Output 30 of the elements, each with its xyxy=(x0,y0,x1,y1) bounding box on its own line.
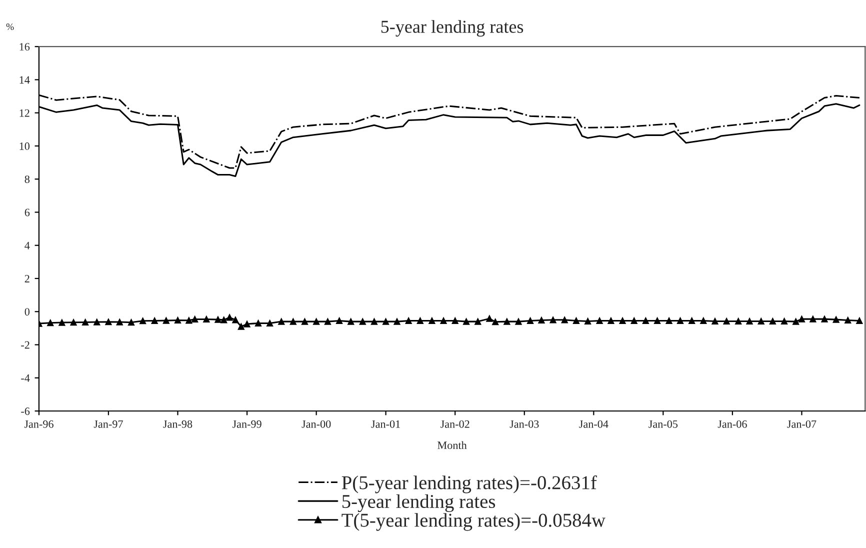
y-tick-label: -4 xyxy=(21,374,30,382)
chart-title: 5-year lending rates xyxy=(381,20,524,37)
x-tick-label: Jan-04 xyxy=(579,420,608,428)
x-tick-label: Jan-98 xyxy=(163,420,192,428)
y-tick-label: 4 xyxy=(24,242,30,250)
x-tick-label: Jan-99 xyxy=(232,420,262,428)
y-tick-label: 16 xyxy=(20,43,30,51)
y-tick-label: -2 xyxy=(21,341,30,349)
x-tick-label: Jan-96 xyxy=(24,420,54,428)
y-tick-label: -6 xyxy=(21,407,30,415)
x-tick-label: Jan-06 xyxy=(718,420,747,428)
x-axis-title: Month xyxy=(438,441,467,450)
x-tick-label: Jan-01 xyxy=(371,420,400,428)
legend-label: T(5-year lending rates)=-0.0584w xyxy=(342,513,606,531)
legend-label: 5-year lending rates xyxy=(342,494,496,512)
y-tick-label: 12 xyxy=(20,109,30,117)
y-tick-label: 0 xyxy=(24,308,30,316)
y-axis-title: % xyxy=(6,23,14,30)
y-tick-label: 2 xyxy=(24,274,30,282)
y-tick-label: 14 xyxy=(20,76,30,84)
y-tick-label: 10 xyxy=(20,142,30,150)
x-tick-label: Jan-00 xyxy=(302,420,331,428)
x-tick-label: Jan-97 xyxy=(94,420,123,428)
x-tick-label: Jan-07 xyxy=(787,420,816,428)
y-tick-label: 6 xyxy=(24,208,30,216)
x-tick-label: Jan-02 xyxy=(440,420,470,428)
x-tick-label: Jan-05 xyxy=(648,420,678,428)
legend-label: P(5-year lending rates)=-0.2631f xyxy=(342,475,597,494)
x-tick-label: Jan-03 xyxy=(510,420,539,428)
y-tick-label: 8 xyxy=(24,176,30,184)
